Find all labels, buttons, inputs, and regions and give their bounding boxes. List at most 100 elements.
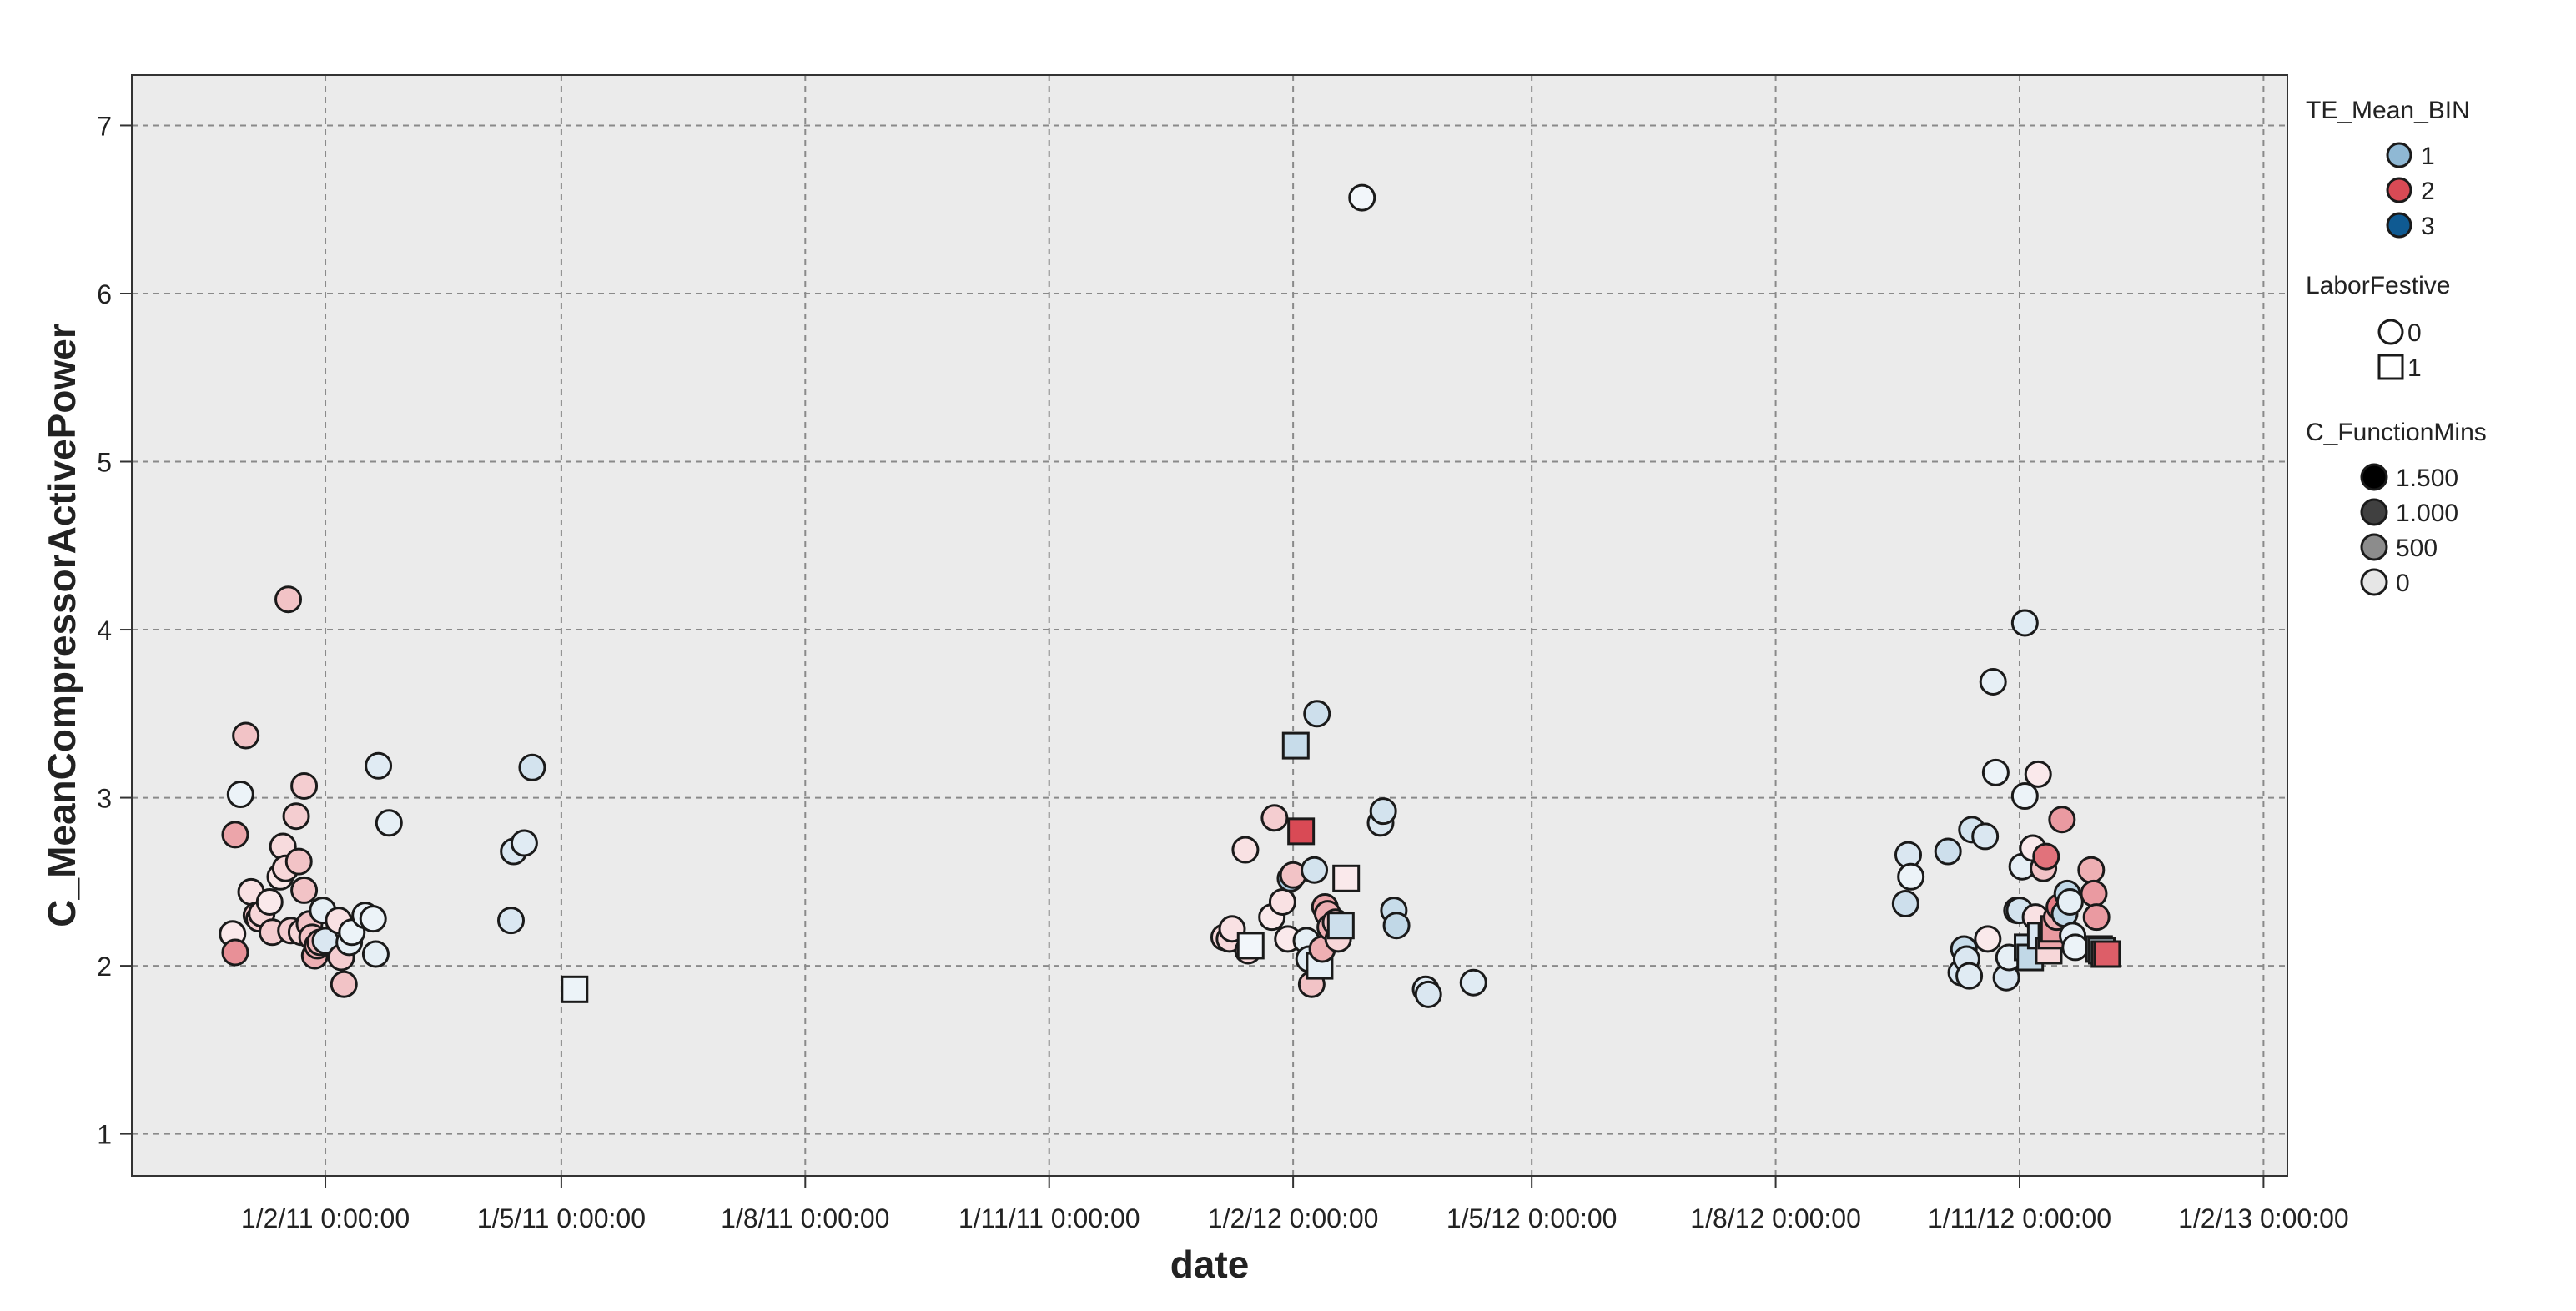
y-tick-label: 2 — [97, 952, 112, 982]
y-tick-label: 1 — [97, 1120, 112, 1150]
data-point-square — [561, 975, 589, 1003]
data-point-circle — [1971, 822, 2000, 851]
legend-color-swatch — [2386, 142, 2412, 168]
data-point-circle — [2077, 856, 2106, 884]
x-tick-label: 1/8/12 0:00:00 — [1690, 1203, 1861, 1233]
legend-color-label: 3 — [2421, 213, 2435, 240]
data-point-circle — [1301, 856, 1329, 884]
data-point-circle — [361, 940, 390, 968]
x-tick-label: 1/2/12 0:00:00 — [1208, 1203, 1379, 1233]
legend-size-swatch — [2360, 533, 2388, 561]
data-point-circle — [290, 876, 319, 904]
data-point-circle — [330, 970, 358, 998]
data-point-circle — [221, 821, 249, 849]
legend-shape-label: 1 — [2407, 354, 2422, 382]
legend-size-label: 1.500 — [2396, 465, 2458, 492]
legend-color-label: 2 — [2421, 178, 2435, 205]
legend-size-label: 500 — [2396, 535, 2438, 562]
data-point-circle — [1981, 758, 2010, 786]
data-point-circle — [1891, 890, 1919, 918]
data-point-circle — [1414, 980, 1442, 1008]
data-point-circle — [255, 888, 284, 917]
data-point-square — [1332, 864, 1361, 892]
data-point-square — [1326, 912, 1355, 940]
legend-color-title: TE_Mean_BIN — [2306, 97, 2470, 124]
x-tick-label: 1/5/12 0:00:00 — [1446, 1203, 1618, 1233]
data-point-circle — [1231, 836, 1260, 864]
legend-shape-square — [2377, 354, 2404, 380]
data-point-circle — [290, 771, 319, 800]
data-point-circle — [2024, 760, 2052, 788]
data-point-circle — [284, 847, 313, 876]
data-point-circle — [1268, 888, 1296, 917]
data-point-circle — [226, 781, 254, 809]
legend-color-label: 1 — [2421, 143, 2435, 170]
x-tick-label: 1/11/11 0:00:00 — [958, 1203, 1140, 1233]
legend-color-swatch — [2386, 177, 2412, 203]
legend-size-swatch — [2360, 463, 2388, 491]
data-point-circle — [2082, 903, 2111, 932]
data-point-circle — [274, 585, 303, 614]
legend: TE_Mean_BIN 123 LaborFestive 01 C_Functi… — [2306, 97, 2487, 597]
data-point-circle — [1303, 700, 1331, 728]
data-point-square — [1287, 817, 1316, 846]
legend-shape-label: 0 — [2407, 319, 2422, 347]
data-point-circle — [1260, 804, 1289, 832]
data-point-circle — [2061, 933, 2090, 962]
legend-shape-circle — [2377, 319, 2404, 345]
data-point-circle — [221, 938, 249, 967]
data-point-square — [2093, 940, 2121, 968]
y-axis-title: C_MeanCompressorActivePower — [40, 324, 83, 927]
data-point-circle — [1934, 837, 1962, 866]
data-point-circle — [2048, 806, 2076, 834]
data-point-circle — [2055, 888, 2084, 917]
y-tick-label: 3 — [97, 784, 112, 814]
legend-size-label: 1.000 — [2396, 500, 2458, 527]
data-point-circle — [2032, 842, 2060, 871]
legend-shape-title: LaborFestive — [2306, 272, 2450, 299]
x-tick-label: 1/2/13 0:00:00 — [2178, 1203, 2349, 1233]
data-point-circle — [1979, 668, 2007, 696]
legend-size-title: C_FunctionMins — [2306, 419, 2487, 446]
data-point-square — [1236, 932, 1265, 960]
x-axis-title: date — [1170, 1243, 1250, 1286]
legend-size-swatch — [2360, 568, 2388, 596]
data-point-circle — [518, 753, 546, 781]
legend-size-items: 1.500 1.000 500 0 — [2360, 463, 2458, 597]
data-point-circle — [497, 907, 526, 935]
data-points — [219, 183, 2121, 1008]
data-point-circle — [2010, 782, 2039, 811]
x-tick-label: 1/2/11 0:00:00 — [241, 1203, 410, 1233]
data-point-circle — [1955, 962, 1984, 990]
legend-size-label: 0 — [2396, 570, 2410, 597]
x-tick-label: 1/8/11 0:00:00 — [721, 1203, 889, 1233]
data-point-circle — [1382, 912, 1411, 940]
legend-color-swatch — [2386, 212, 2412, 239]
data-point-circle — [282, 802, 310, 831]
y-tick-label: 7 — [97, 111, 112, 141]
data-point-circle — [365, 751, 393, 780]
y-tick-label: 5 — [97, 448, 112, 478]
legend-shape-items: 01 — [2377, 319, 2422, 382]
axis-ticks: 1/2/11 0:00:00 1/5/11 0:00:00 1/8/11 0:00:… — [97, 111, 2349, 1233]
data-point-square — [1281, 731, 1310, 760]
legend-color-items: 1 2 3 — [2386, 142, 2435, 240]
y-tick-label: 6 — [97, 279, 112, 309]
data-point-circle — [1369, 797, 1397, 826]
legend-size-swatch — [2360, 498, 2388, 526]
data-point-circle — [1348, 183, 1376, 212]
plot-area — [131, 74, 2288, 1177]
data-point-circle — [1897, 862, 1925, 891]
data-point-circle — [359, 905, 387, 933]
data-point-circle — [2010, 609, 2039, 637]
plot-frame — [131, 74, 2288, 1177]
data-point-circle — [1459, 968, 1487, 997]
data-point-circle — [1974, 925, 2002, 953]
y-tick-label: 4 — [97, 615, 112, 645]
x-tick-label: 1/5/11 0:00:00 — [477, 1203, 646, 1233]
data-point-circle — [375, 809, 403, 837]
data-point-circle — [2080, 879, 2108, 907]
data-point-circle — [510, 829, 538, 857]
grid-lines — [132, 75, 2287, 1176]
